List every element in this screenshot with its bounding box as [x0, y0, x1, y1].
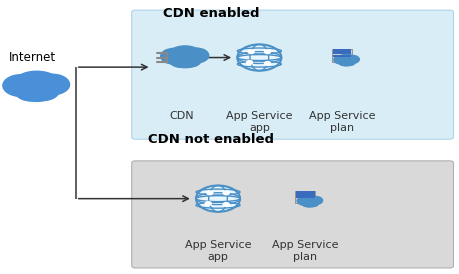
- FancyBboxPatch shape: [332, 49, 352, 62]
- Circle shape: [179, 54, 201, 67]
- Circle shape: [337, 54, 357, 66]
- Circle shape: [237, 44, 281, 71]
- FancyBboxPatch shape: [296, 193, 314, 196]
- Circle shape: [29, 83, 58, 100]
- FancyBboxPatch shape: [333, 49, 351, 52]
- Text: App Service
plan: App Service plan: [309, 111, 375, 133]
- Text: App Service
app: App Service app: [185, 240, 251, 262]
- Circle shape: [167, 46, 203, 68]
- Text: CDN enabled: CDN enabled: [163, 7, 259, 20]
- Circle shape: [170, 55, 191, 67]
- Circle shape: [264, 50, 271, 53]
- Circle shape: [3, 75, 39, 96]
- FancyBboxPatch shape: [296, 196, 314, 198]
- Circle shape: [309, 196, 323, 204]
- Text: Internet: Internet: [9, 51, 56, 64]
- Circle shape: [334, 56, 348, 64]
- Circle shape: [223, 191, 230, 195]
- Circle shape: [16, 83, 45, 101]
- FancyBboxPatch shape: [333, 52, 351, 55]
- Circle shape: [35, 74, 70, 95]
- Circle shape: [344, 59, 355, 65]
- Circle shape: [301, 195, 320, 207]
- Circle shape: [246, 61, 252, 64]
- FancyBboxPatch shape: [333, 55, 351, 57]
- Circle shape: [264, 62, 271, 65]
- Circle shape: [302, 200, 313, 207]
- Circle shape: [207, 191, 213, 195]
- Circle shape: [339, 59, 350, 65]
- Text: CDN not enabled: CDN not enabled: [148, 133, 274, 146]
- Circle shape: [223, 203, 230, 206]
- Circle shape: [184, 48, 209, 63]
- Text: App Service
app: App Service app: [226, 111, 292, 133]
- Circle shape: [248, 50, 254, 53]
- Circle shape: [196, 185, 240, 212]
- Circle shape: [161, 48, 187, 64]
- FancyBboxPatch shape: [132, 161, 453, 268]
- Circle shape: [297, 197, 311, 205]
- Circle shape: [307, 200, 319, 207]
- Text: App Service
plan: App Service plan: [272, 240, 338, 262]
- Circle shape: [346, 55, 359, 63]
- FancyBboxPatch shape: [296, 190, 314, 193]
- Circle shape: [205, 202, 211, 206]
- Text: CDN: CDN: [169, 111, 194, 121]
- FancyBboxPatch shape: [132, 10, 453, 139]
- FancyBboxPatch shape: [295, 190, 315, 203]
- Circle shape: [11, 71, 62, 101]
